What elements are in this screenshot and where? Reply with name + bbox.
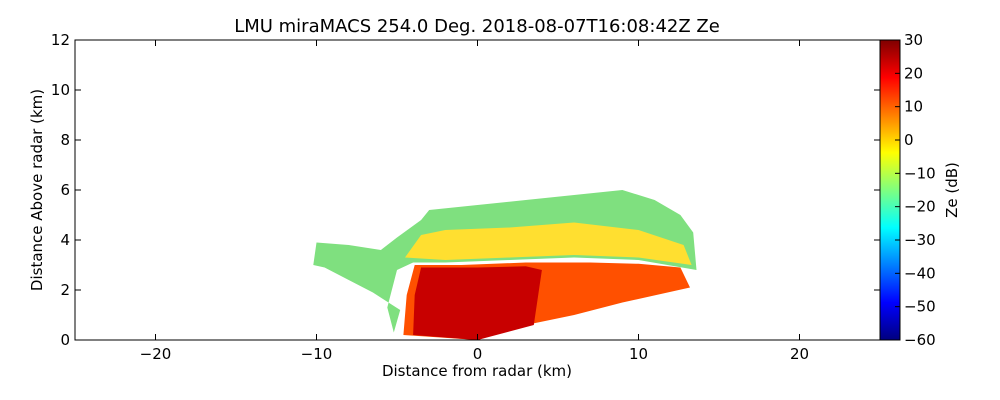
y-tick-label: 4	[60, 231, 70, 249]
colorbar-tick-label: 30	[904, 31, 923, 49]
x-axis-ticks: −20 −10 0 10 20	[140, 40, 809, 363]
x-tick-label: −20	[140, 345, 172, 363]
colorbar-tick-label: −30	[904, 231, 936, 249]
x-tick-label: 10	[629, 345, 648, 363]
y-tick-label: 6	[60, 181, 70, 199]
y-tick-label: 12	[51, 31, 70, 49]
y-tick-label: 8	[60, 131, 70, 149]
y-tick-label: 2	[60, 281, 70, 299]
colorbar-ticks: −60 −50 −40 −30 −20 −10 0 10 20 30	[895, 31, 936, 349]
colorbar-tick-label: −10	[904, 164, 936, 182]
echo-layer-core	[405, 222, 692, 265]
colorbar-tick-label: −60	[904, 331, 936, 349]
colorbar-tick-label: 20	[904, 64, 923, 82]
y-tick-label: 0	[60, 331, 70, 349]
x-tick-label: −10	[301, 345, 333, 363]
echo-layer	[313, 190, 697, 340]
chart-title: LMU miraMACS 254.0 Deg. 2018-08-07T16:08…	[234, 16, 720, 37]
colorbar-tick-label: 0	[904, 131, 914, 149]
colorbar-tick-label: 10	[904, 98, 923, 116]
x-axis-label: Distance from radar (km)	[382, 362, 572, 380]
colorbar-tick-label: −20	[904, 198, 936, 216]
x-tick-label: 20	[790, 345, 809, 363]
y-axis-label: Distance Above radar (km)	[28, 89, 46, 291]
colorbar-tick-label: −40	[904, 264, 936, 282]
colorbar	[879, 39, 901, 341]
colorbar-tick-label: −50	[904, 298, 936, 316]
x-tick-label: 0	[473, 345, 483, 363]
y-tick-label: 10	[51, 81, 70, 99]
y-axis-ticks: 0 2 4 6 8 10 12	[51, 31, 880, 349]
echo-precipitation-core	[413, 266, 542, 340]
colorbar-label: Ze (dB)	[943, 162, 961, 218]
